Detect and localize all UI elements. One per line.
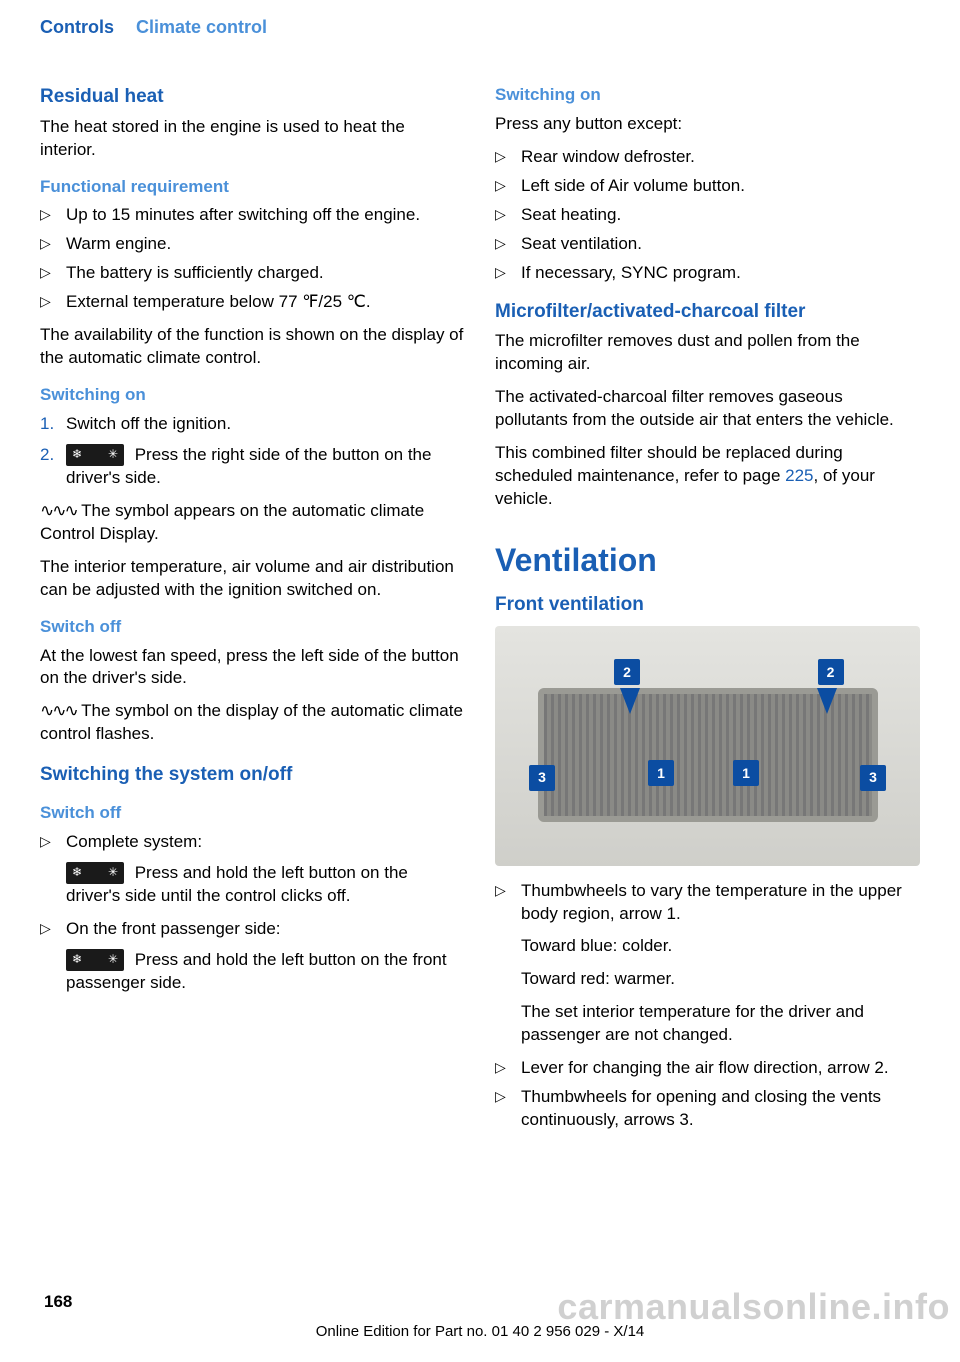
footer-text: Online Edition for Part no. 01 40 2 956 … xyxy=(0,1323,960,1340)
step-number: 1. xyxy=(40,413,54,436)
callout-3: 3 xyxy=(529,765,555,791)
residual-heat-icon: ∿∿∿ xyxy=(40,501,77,521)
list-item: Left side of Air volume button. xyxy=(495,175,920,198)
item-body: Press and hold the left button on the fr… xyxy=(66,949,465,995)
arrow-icon xyxy=(817,688,837,714)
tab-climate-control: Climate control xyxy=(136,17,267,38)
breadcrumb: Controls Climate control xyxy=(0,0,960,54)
text-press-except: Press any button except: xyxy=(495,113,920,136)
page-number: 168 xyxy=(44,1292,72,1312)
callout-2: 2 xyxy=(614,659,640,685)
off-fan-button-icon xyxy=(66,949,124,971)
tab-controls: Controls xyxy=(40,17,114,38)
step-text: Switch off the ignition. xyxy=(66,414,231,433)
heading-switching-on-right: Switching on xyxy=(495,84,920,107)
callout-2: 2 xyxy=(818,659,844,685)
arrow-icon xyxy=(620,688,640,714)
heading-switch-off: Switch off xyxy=(40,616,465,639)
list-except: Rear window defroster. Left side of Air … xyxy=(495,146,920,285)
list-item: Thumbwheels for opening and closing the … xyxy=(495,1086,920,1132)
list-item: Lever for changing the air flow directio… xyxy=(495,1057,920,1080)
item-sub: Toward blue: colder. xyxy=(521,935,920,958)
heading-switching-on: Switching on xyxy=(40,384,465,407)
off-fan-button-icon xyxy=(66,862,124,884)
list-item: Seat ventilation. xyxy=(495,233,920,256)
right-column: Switching on Press any button except: Re… xyxy=(495,84,920,1142)
text-micro-2: The activated-charcoal filter removes ga… xyxy=(495,386,920,432)
heading-residual-heat: Residual heat xyxy=(40,84,465,110)
list-item: If necessary, SYNC program. xyxy=(495,262,920,285)
callout-1: 1 xyxy=(733,760,759,786)
item-sub: The set interior temperature for the dri… xyxy=(521,1001,920,1047)
list-ventilation: Thumbwheels to vary the temperature in t… xyxy=(495,880,920,1132)
list-item: On the front passenger side: Press and h… xyxy=(40,918,465,995)
callout-1: 1 xyxy=(648,760,674,786)
text-switchoff-1: At the lowest fan speed, press the left … xyxy=(40,645,465,691)
figure-front-ventilation: 2 2 1 1 3 3 xyxy=(495,626,920,866)
heading-ventilation: Ventilation xyxy=(495,539,920,582)
list-item: Warm engine. xyxy=(40,233,465,256)
item-body: Press and hold the left button on the dr… xyxy=(66,862,465,908)
list-item: 2. Press the right side of the button on… xyxy=(40,444,465,490)
callout-3: 3 xyxy=(860,765,886,791)
list-item: Seat heating. xyxy=(495,204,920,227)
item-lead: On the front passenger side: xyxy=(66,919,281,938)
text-interior: The interior temperature, air volume and… xyxy=(40,556,465,602)
text-switchoff-2: ∿∿∿ The symbol on the display of the aut… xyxy=(40,700,465,746)
list-requirements: Up to 15 minutes after switching off the… xyxy=(40,204,465,314)
item-text: Thumbwheels to vary the temperature in t… xyxy=(521,881,902,923)
text-availability: The availability of the function is show… xyxy=(40,324,465,370)
heading-front-ventilation: Front ventilation xyxy=(495,592,920,618)
text-span: The symbol on the display of the automat… xyxy=(40,701,463,743)
text-symbol-appears: ∿∿∿ The symbol appears on the automatic … xyxy=(40,500,465,546)
list-item: Up to 15 minutes after switching off the… xyxy=(40,204,465,227)
step-number: 2. xyxy=(40,444,54,467)
list-system-off: Complete system: Press and hold the left… xyxy=(40,831,465,995)
heading-functional-requirement: Functional requirement xyxy=(40,176,465,199)
page-link-225[interactable]: 225 xyxy=(785,466,813,485)
list-item: The battery is sufficiently charged. xyxy=(40,262,465,285)
list-switching-on: 1. Switch off the ignition. 2. Press the… xyxy=(40,413,465,490)
heading-system-onoff: Switching the system on/off xyxy=(40,762,465,788)
list-item: Complete system: Press and hold the left… xyxy=(40,831,465,908)
item-sub: Toward red: warmer. xyxy=(521,968,920,991)
list-item: Rear window defroster. xyxy=(495,146,920,169)
off-fan-button-icon xyxy=(66,444,124,466)
list-item: 1. Switch off the ignition. xyxy=(40,413,465,436)
watermark: carmanualsonline.info xyxy=(557,1286,950,1328)
text-micro-1: The microfilter removes dust and pollen … xyxy=(495,330,920,376)
heading-system-switch-off: Switch off xyxy=(40,802,465,825)
text-residual: The heat stored in the engine is used to… xyxy=(40,116,465,162)
heading-microfilter: Microfilter/activated-charcoal filter xyxy=(495,299,920,325)
page-content: Residual heat The heat stored in the eng… xyxy=(0,54,960,1142)
list-item: Thumbwheels to vary the temperature in t… xyxy=(495,880,920,1048)
left-column: Residual heat The heat stored in the eng… xyxy=(40,84,465,1142)
residual-heat-icon: ∿∿∿ xyxy=(40,701,77,721)
item-lead: Complete system: xyxy=(66,832,202,851)
list-item: External temperature below 77 ℉/25 ℃. xyxy=(40,291,465,314)
text-micro-3: This combined filter should be replaced … xyxy=(495,442,920,511)
text-span: The symbol appears on the automatic clim… xyxy=(40,501,424,543)
